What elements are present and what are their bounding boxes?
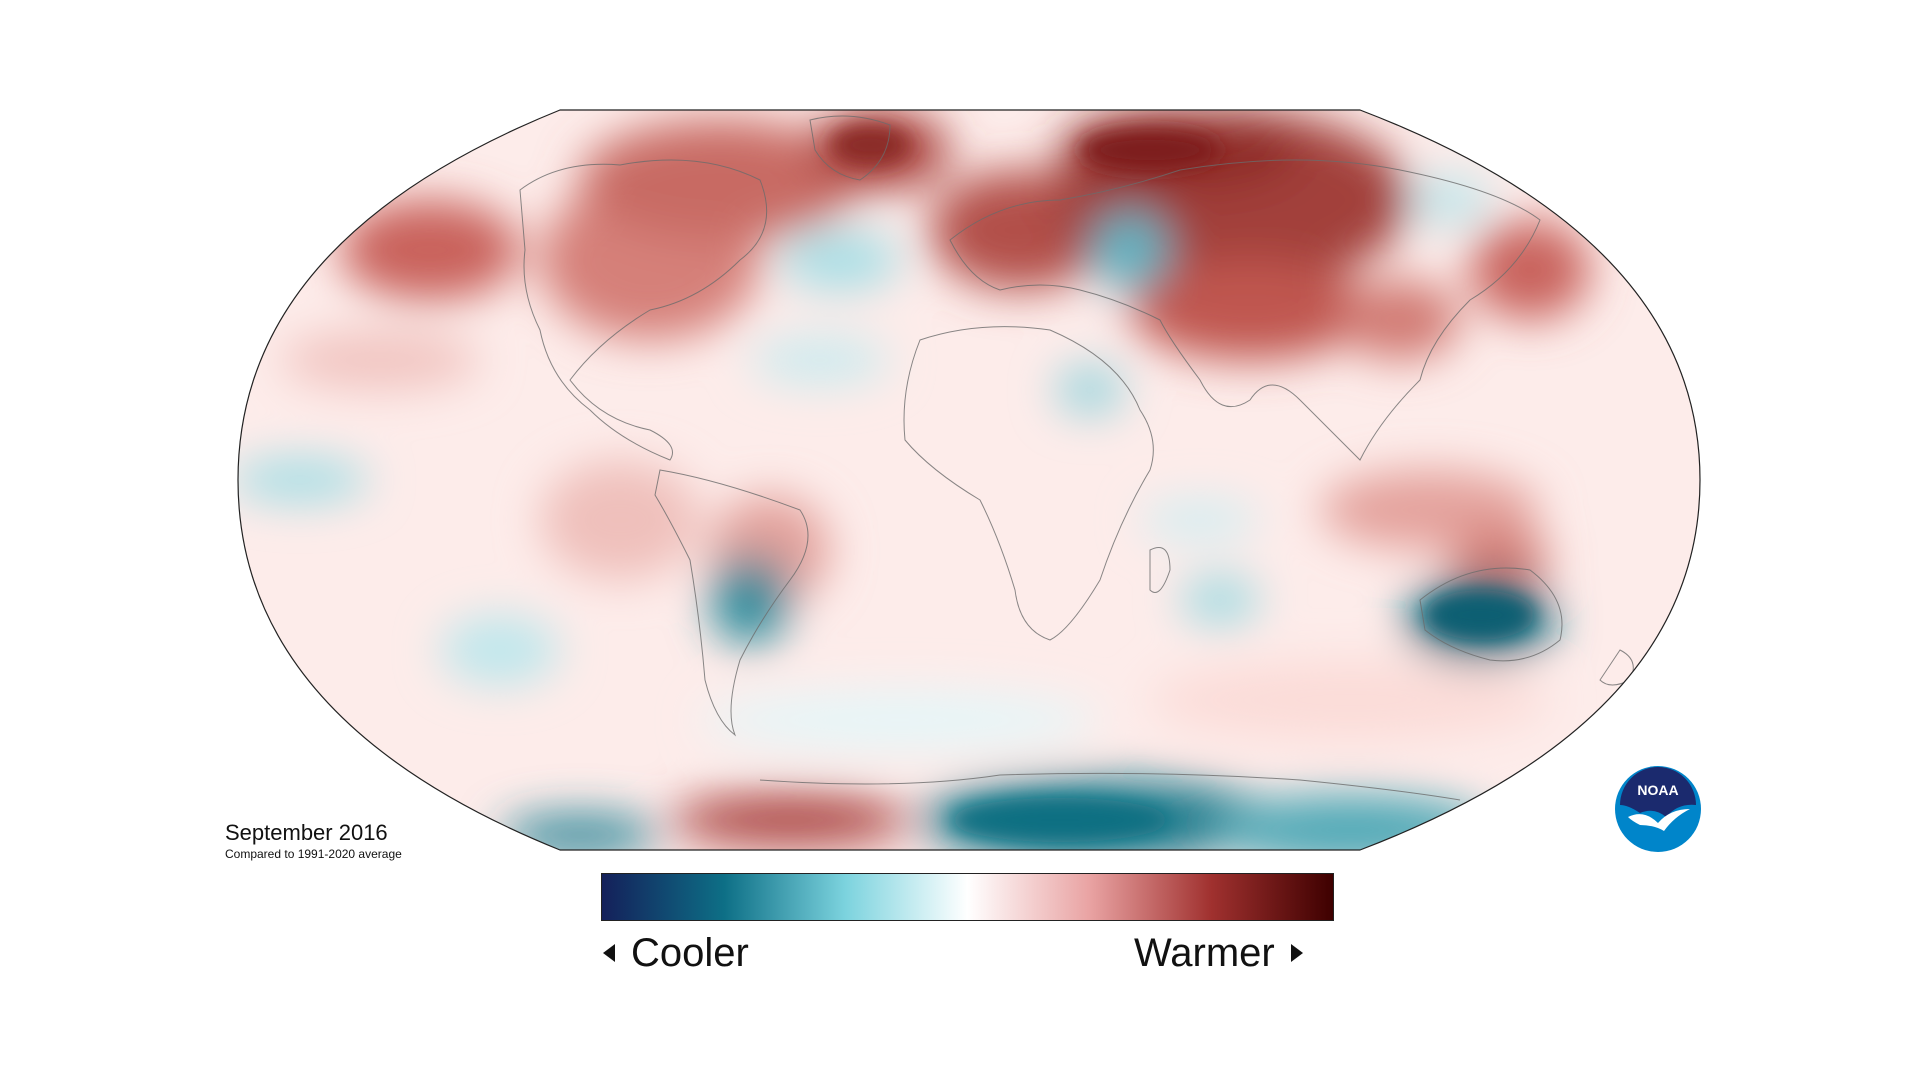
legend-cooler-label: Cooler [631, 931, 749, 975]
map-caption: September 2016 Compared to 1991-2020 ave… [225, 820, 402, 862]
legend-cooler: Cooler [603, 926, 749, 980]
map-border [237, 109, 1701, 851]
noaa-logo-icon: NOAA [1615, 766, 1701, 852]
colorbar [601, 873, 1334, 921]
left-arrow-icon [603, 944, 615, 962]
legend-warmer: Warmer [1134, 926, 1303, 980]
map-subtitle: Compared to 1991-2020 average [225, 847, 402, 861]
legend-warmer-label: Warmer [1134, 931, 1275, 975]
map-title: September 2016 [225, 820, 388, 845]
right-arrow-icon [1290, 944, 1303, 962]
noaa-logo-text: NOAA [1637, 782, 1678, 798]
coastlines [519, 115, 1634, 801]
anomaly-field [238, 110, 1700, 850]
